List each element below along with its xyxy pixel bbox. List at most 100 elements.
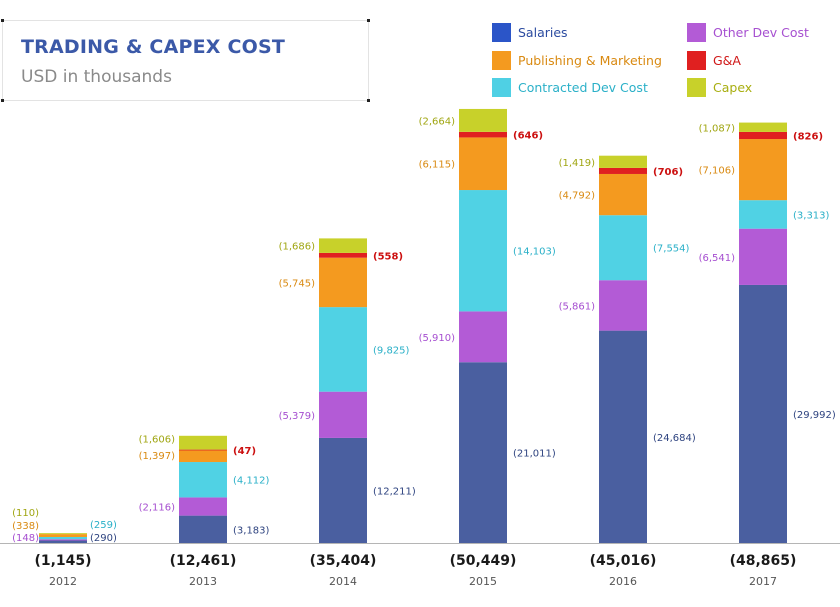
data-label-salaries-2017: (29,992) [793,410,836,421]
bar-segment-ganda-2013 [179,449,227,451]
x-tick-label-2017: 2017 [749,575,777,588]
legend-item-capex: Capex [687,77,752,97]
bar-segment-publishing-and-marketing-2012 [39,534,87,538]
bar-segment-ganda-2017 [739,131,787,140]
bar-segment-capex-2013 [179,435,227,450]
data-label-g-and-a-2013: (47) [233,446,256,457]
bar-segment-contracted-dev-cost-2016 [599,215,647,281]
total-label-2016: (45,016) [590,553,657,569]
x-tick-label-2012: 2012 [49,575,77,588]
legend-item-g-and-a: G&A [687,50,741,70]
data-label-contracted-dev-cost-2013: (4,112) [233,476,270,487]
x-tick-label-2015: 2015 [469,575,497,588]
bar-segment-salaries-2016 [599,330,647,543]
bar-segment-salaries-2012 [39,540,87,543]
total-label-2015: (50,449) [450,553,517,569]
data-label-publishing-and-marketing-2017: (7,106) [699,166,736,177]
bar-segment-other-dev-cost-2016 [599,280,647,331]
data-label-publishing-and-marketing-2014: (5,745) [279,278,316,289]
data-label-publishing-and-marketing-2013: (1,397) [139,451,176,462]
data-label-publishing-and-marketing-2012: (338) [12,521,39,532]
bar-segment-salaries-2013 [179,515,227,543]
bar-segment-publishing-and-marketing-2015 [459,137,507,191]
bar-segment-publishing-and-marketing-2014 [319,257,367,308]
total-label-2014: (35,404) [310,553,377,569]
data-label-contracted-dev-cost-2016: (7,554) [653,244,690,255]
legend-label: Salaries [518,24,568,40]
legend-item-contracted-dev-cost: Contracted Dev Cost [492,77,648,97]
data-label-capex-2017: (1,087) [699,123,736,134]
legend-item-other-dev-cost: Other Dev Cost [687,22,809,42]
legend-swatch [687,77,706,97]
bar-segment-capex-2014 [319,238,367,253]
data-label-capex-2014: (1,686) [279,242,316,253]
corner-mark [1,99,4,102]
title-box: TRADING & CAPEX COST USD in thousands [1,19,370,102]
bar-segment-contracted-dev-cost-2017 [739,200,787,229]
data-label-publishing-and-marketing-2015: (6,115) [419,160,456,171]
bar-segment-publishing-and-marketing-2013 [179,450,227,463]
total-label-2012: (1,145) [34,553,91,569]
data-label-g-and-a-2016: (706) [653,167,683,178]
x-tick-label-2013: 2013 [189,575,217,588]
legend-label: Contracted Dev Cost [518,79,648,95]
data-label-other-dev-cost-2015: (5,910) [419,333,456,344]
data-label-contracted-dev-cost-2012: (259) [90,520,117,531]
data-label-g-and-a-2015: (646) [513,131,543,142]
bar-segment-ganda-2016 [599,167,647,174]
data-label-capex-2016: (1,419) [559,158,596,169]
total-label-2013: (12,461) [170,553,237,569]
data-label-contracted-dev-cost-2017: (3,313) [793,210,830,221]
legend-label: Publishing & Marketing [518,52,662,68]
data-label-g-and-a-2014: (558) [373,251,403,262]
data-label-other-dev-cost-2013: (2,116) [139,503,176,514]
legend-item-publishing-marketing: Publishing & Marketing [492,50,662,70]
bar-segment-salaries-2015 [459,362,507,543]
data-label-capex-2015: (2,664) [419,116,456,127]
bar-segment-contracted-dev-cost-2013 [179,462,227,498]
bar-segment-other-dev-cost-2014 [319,391,367,438]
bar-segment-capex-2017 [739,122,787,132]
bar-segment-publishing-and-marketing-2017 [739,139,787,201]
x-tick-label-2014: 2014 [329,575,357,588]
corner-mark [367,19,370,22]
bar-segment-other-dev-cost-2017 [739,228,787,285]
legend-item-salaries: Salaries [492,22,568,42]
data-label-contracted-dev-cost-2015: (14,103) [513,247,556,258]
legend-swatch [687,50,706,70]
bar-segment-ganda-2014 [319,252,367,258]
legend-label: Other Dev Cost [713,24,809,40]
legend-swatch [492,77,511,97]
bar-segment-other-dev-cost-2015 [459,311,507,363]
bar-segment-contracted-dev-cost-2014 [319,307,367,392]
x-tick-label-2016: 2016 [609,575,637,588]
corner-mark [367,99,370,102]
legend-label: Capex [713,79,753,95]
chart-subtitle: USD in thousands [21,67,172,87]
chart-title: TRADING & CAPEX COST [21,36,285,58]
data-label-publishing-and-marketing-2016: (4,792) [559,191,596,202]
corner-mark [1,19,4,22]
bar-segment-capex-2015 [459,108,507,132]
bar-segment-contracted-dev-cost-2012 [39,537,87,540]
data-label-contracted-dev-cost-2014: (9,825) [373,345,410,356]
data-label-other-dev-cost-2014: (5,379) [279,411,316,422]
bar-segment-capex-2012 [39,533,87,535]
total-label-2017: (48,865) [730,553,797,569]
legend-swatch [687,22,706,42]
bar-segment-contracted-dev-cost-2015 [459,190,507,312]
data-label-capex-2012: (110) [12,508,39,519]
data-label-salaries-2012: (290) [90,533,117,544]
bar-segment-publishing-and-marketing-2016 [599,173,647,216]
data-label-other-dev-cost-2012: (148) [12,533,39,544]
bar-segment-ganda-2015 [459,131,507,138]
data-label-salaries-2013: (3,183) [233,525,270,536]
data-label-capex-2013: (1,606) [139,435,176,446]
bar-segment-salaries-2014 [319,437,367,543]
data-label-g-and-a-2017: (826) [793,131,823,142]
legend-swatch [492,22,511,42]
data-label-other-dev-cost-2016: (5,861) [559,301,596,312]
bar-segment-capex-2016 [599,155,647,168]
bar-segment-other-dev-cost-2013 [179,497,227,516]
